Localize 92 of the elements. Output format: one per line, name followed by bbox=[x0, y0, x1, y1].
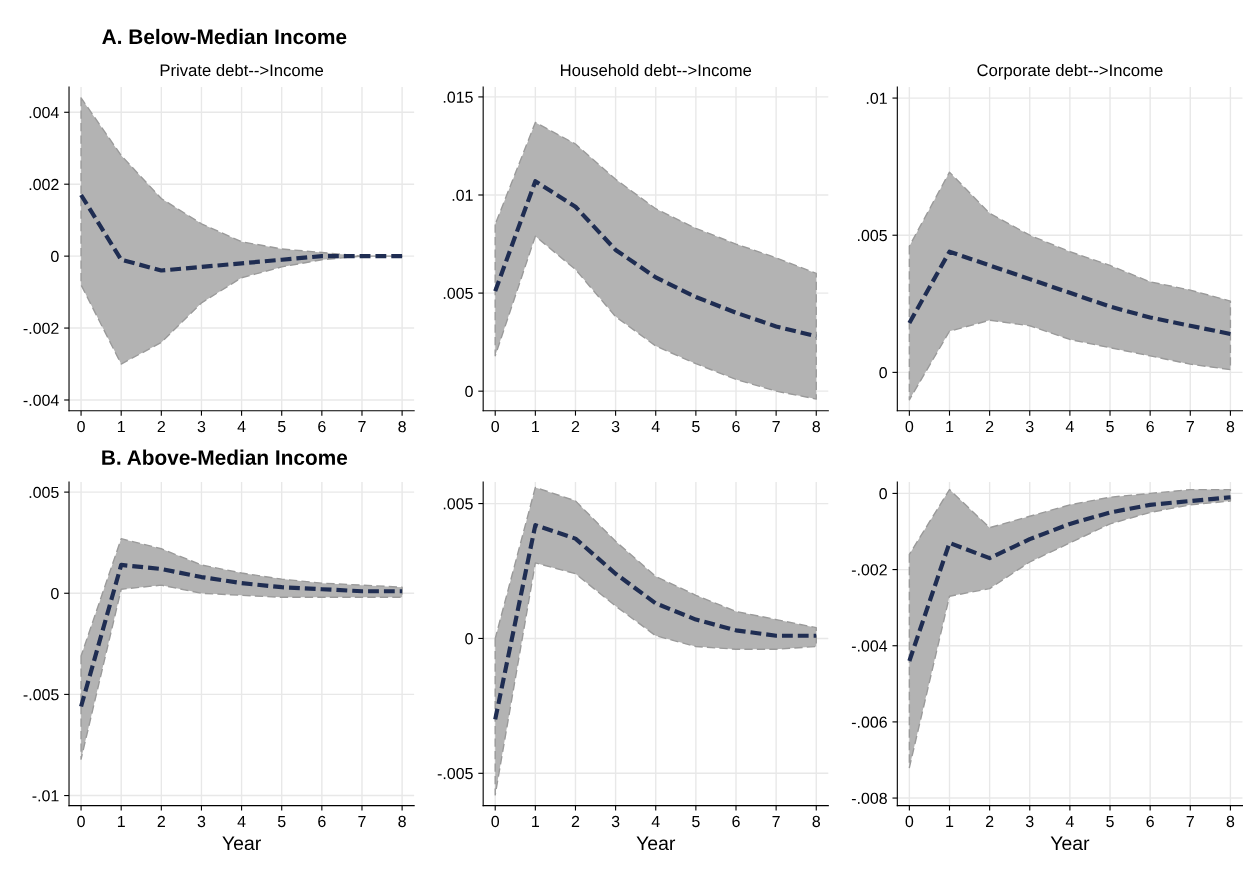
x-tick-label: 6 bbox=[318, 815, 326, 828]
line-series bbox=[78, 192, 405, 273]
y-tick-label: .002 bbox=[29, 178, 59, 191]
x-tick-label: 8 bbox=[812, 815, 821, 828]
x-tick-label: 7 bbox=[1186, 815, 1194, 827]
y-tick-label: -.002 bbox=[23, 322, 59, 335]
x-tick-label: 3 bbox=[197, 815, 206, 828]
y-tick-label: .015 bbox=[443, 91, 473, 103]
y-tick-label: -.008 bbox=[851, 792, 887, 804]
x-tick-label: 3 bbox=[197, 420, 206, 433]
x-tick-label: 1 bbox=[946, 421, 954, 433]
y-tick-label: -.006 bbox=[851, 716, 887, 728]
y-tick-label: 0 bbox=[51, 250, 59, 263]
x-tick-label: 5 bbox=[692, 815, 700, 828]
x-tick-label: 3 bbox=[1025, 420, 1034, 433]
x-tick-label: 0 bbox=[77, 420, 85, 433]
x-tick-label: 3 bbox=[611, 815, 620, 828]
y-tick-label: .005 bbox=[443, 287, 473, 300]
x-tick-label: 4 bbox=[1065, 421, 1074, 433]
x-tick-label: 7 bbox=[772, 815, 780, 827]
y-tick-label: .01 bbox=[866, 92, 887, 105]
x-axis-title: Year bbox=[222, 836, 261, 851]
x-tick-label: 6 bbox=[1146, 815, 1154, 828]
x-tick-label: 0 bbox=[491, 815, 500, 828]
x-tick-label: 6 bbox=[732, 815, 740, 828]
y-tick-label: 0 bbox=[879, 488, 887, 500]
x-tick-label: 7 bbox=[358, 421, 366, 433]
y-tick-label: 0 bbox=[51, 587, 59, 600]
x-tick-label: 5 bbox=[277, 815, 286, 828]
y-tick-label: -.002 bbox=[851, 564, 887, 576]
line-series bbox=[78, 562, 405, 709]
y-tick-label: -.004 bbox=[851, 640, 888, 652]
x-tick-label: 4 bbox=[651, 815, 660, 827]
x-tick-label: 0 bbox=[905, 815, 914, 828]
x-tick-label: 0 bbox=[905, 420, 914, 433]
x-tick-label: 5 bbox=[277, 421, 286, 433]
chart-subtitle: Household debt-->Income bbox=[560, 63, 752, 77]
chart-title: A. Below-Median Income bbox=[102, 28, 347, 45]
x-tick-label: 7 bbox=[1186, 421, 1194, 433]
line-series bbox=[493, 523, 819, 722]
x-tick-label: 6 bbox=[1146, 420, 1154, 433]
x-tick-label: 4 bbox=[651, 421, 660, 433]
x-tick-label: 4 bbox=[1065, 815, 1074, 827]
x-tick-label: 6 bbox=[318, 420, 326, 433]
y-tick-label: .005 bbox=[443, 498, 473, 510]
y-tick-label: 0 bbox=[465, 633, 473, 645]
x-tick-label: 8 bbox=[398, 420, 406, 433]
x-tick-label: 0 bbox=[491, 420, 500, 433]
x-tick-label: 7 bbox=[772, 421, 780, 433]
x-tick-label: 2 bbox=[985, 815, 994, 827]
x-axis-title: Year bbox=[636, 836, 676, 851]
x-tick-label: 5 bbox=[692, 421, 700, 433]
x-tick-label: 2 bbox=[571, 815, 580, 827]
x-tick-label: 2 bbox=[157, 420, 165, 433]
y-tick-label: .004 bbox=[29, 106, 59, 119]
chart-title: B. Above-Median Income bbox=[102, 449, 348, 465]
x-tick-label: 3 bbox=[1025, 815, 1034, 828]
x-tick-label: 8 bbox=[812, 420, 821, 433]
y-tick-label: 0 bbox=[879, 367, 887, 379]
x-axis-title: Year bbox=[1050, 836, 1090, 851]
y-tick-label: -.01 bbox=[32, 790, 59, 802]
x-tick-label: 3 bbox=[611, 420, 620, 433]
x-tick-label: 1 bbox=[946, 815, 954, 827]
y-tick-label: .005 bbox=[857, 229, 887, 242]
x-tick-label: 0 bbox=[77, 815, 85, 828]
x-tick-label: 2 bbox=[571, 420, 580, 433]
x-tick-label: 1 bbox=[117, 815, 125, 827]
chart-subtitle: Private debt-->Income bbox=[160, 63, 324, 77]
line-series bbox=[907, 249, 1233, 337]
chart-subtitle: Corporate debt-->Income bbox=[977, 63, 1163, 80]
y-tick-label: 0 bbox=[465, 385, 473, 398]
x-tick-label: 6 bbox=[732, 420, 740, 433]
x-tick-label: 8 bbox=[398, 815, 406, 828]
y-tick-label: -.004 bbox=[23, 394, 59, 406]
x-tick-label: 2 bbox=[985, 420, 994, 433]
x-tick-label: 2 bbox=[157, 815, 165, 827]
x-tick-label: 8 bbox=[1226, 815, 1235, 828]
y-tick-label: .005 bbox=[29, 486, 59, 499]
x-tick-label: 5 bbox=[1106, 421, 1114, 433]
line-series bbox=[907, 495, 1233, 664]
y-tick-label: -.005 bbox=[437, 767, 473, 780]
x-tick-label: 1 bbox=[532, 421, 540, 433]
x-tick-label: 4 bbox=[237, 421, 246, 433]
y-tick-label: .01 bbox=[452, 189, 473, 201]
x-tick-label: 1 bbox=[117, 421, 125, 433]
x-tick-label: 1 bbox=[532, 815, 540, 827]
x-tick-label: 4 bbox=[237, 815, 246, 827]
x-tick-label: 5 bbox=[1106, 815, 1114, 828]
x-tick-label: 7 bbox=[358, 815, 366, 827]
y-tick-label: -.005 bbox=[23, 689, 59, 701]
x-tick-label: 8 bbox=[1226, 420, 1235, 433]
line-series bbox=[493, 179, 819, 339]
